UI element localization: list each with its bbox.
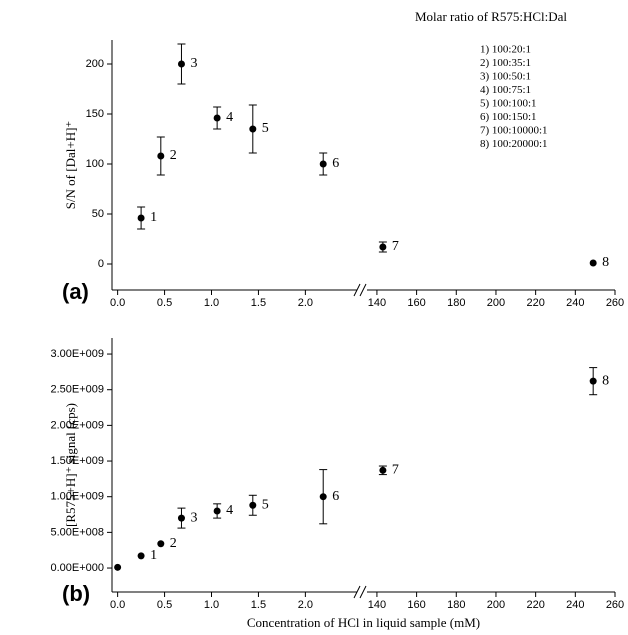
axis-break — [353, 585, 361, 599]
data-point — [213, 114, 221, 122]
x-tick-label: 180 — [447, 297, 465, 309]
x-tick-label: 0.0 — [110, 297, 125, 309]
point-label: 7 — [392, 239, 399, 254]
y-axis-label: [R575+H]⁺ signal (cps) — [63, 403, 78, 527]
axis-break — [359, 585, 367, 599]
data-point — [137, 214, 145, 222]
x-tick-label: 260 — [606, 297, 624, 309]
y-tick-label: 2.50E+009 — [50, 384, 104, 396]
x-tick-label: 200 — [487, 297, 505, 309]
x-tick-label: 160 — [407, 297, 425, 309]
legend-entry: 8) 100:20000:1 — [480, 138, 548, 150]
point-label: 7 — [392, 463, 399, 478]
x-tick-label: 240 — [566, 297, 584, 309]
x-tick-label: 0.5 — [157, 599, 172, 611]
axis-break — [353, 283, 361, 297]
y-tick-label: 0 — [98, 258, 104, 270]
x-tick-label: 1.5 — [251, 599, 266, 611]
x-tick-label: 140 — [368, 297, 386, 309]
point-label: 2 — [170, 536, 177, 551]
data-point — [114, 563, 122, 571]
data-point — [157, 540, 165, 548]
legend-entry: 6) 100:150:1 — [480, 111, 537, 123]
data-point — [589, 377, 597, 385]
data-point — [249, 125, 257, 133]
x-tick-label: 220 — [526, 599, 544, 611]
point-label: 3 — [190, 510, 197, 525]
point-label: 3 — [190, 56, 197, 71]
x-tick-label: 1.0 — [204, 599, 219, 611]
point-label: 1 — [150, 548, 157, 563]
point-label: 8 — [602, 373, 609, 388]
data-point — [379, 243, 387, 251]
x-tick-label: 140 — [368, 599, 386, 611]
x-tick-label: 1.5 — [251, 297, 266, 309]
y-tick-label: 100 — [86, 158, 104, 170]
legend-entry: 4) 100:75:1 — [480, 84, 531, 96]
y-tick-label: 200 — [86, 58, 104, 70]
data-point — [177, 514, 185, 522]
point-label: 4 — [226, 503, 233, 518]
x-tick-label: 260 — [606, 599, 624, 611]
panel-label: (b) — [62, 581, 90, 606]
y-axis-label: S/N of [Dal+H]⁺ — [63, 121, 78, 210]
panel-label: (a) — [62, 279, 89, 304]
point-label: 5 — [262, 121, 269, 136]
y-tick-label: 1.50E+009 — [50, 455, 104, 467]
legend-entry: 2) 100:35:1 — [480, 57, 531, 69]
y-tick-label: 3.00E+009 — [50, 348, 104, 360]
x-tick-label: 160 — [407, 599, 425, 611]
axis-break — [359, 283, 367, 297]
x-tick-label: 2.0 — [298, 599, 313, 611]
data-point — [249, 501, 257, 509]
x-tick-label: 200 — [487, 599, 505, 611]
y-tick-label: 150 — [86, 108, 104, 120]
data-point — [319, 493, 327, 501]
point-label: 4 — [226, 110, 233, 125]
legend-title: Molar ratio of R575:HCl:Dal — [415, 9, 567, 24]
data-point — [589, 259, 597, 267]
x-tick-label: 0.0 — [110, 599, 125, 611]
data-point — [379, 466, 387, 474]
x-axis-label: Concentration of HCl in liquid sample (m… — [247, 615, 480, 630]
data-point — [177, 60, 185, 68]
point-label: 8 — [602, 255, 609, 270]
point-label: 6 — [332, 489, 339, 504]
data-point — [137, 552, 145, 560]
x-tick-label: 0.5 — [157, 297, 172, 309]
point-label: 6 — [332, 156, 339, 171]
y-tick-label: 0.00E+000 — [50, 562, 104, 574]
legend-entry: 7) 100:10000:1 — [480, 125, 548, 137]
point-label: 5 — [262, 497, 269, 512]
point-label: 2 — [170, 148, 177, 163]
data-point — [213, 507, 221, 515]
x-tick-label: 1.0 — [204, 297, 219, 309]
legend-entry: 1) 100:20:1 — [480, 44, 531, 56]
x-tick-label: 2.0 — [298, 297, 313, 309]
y-tick-label: 1.00E+009 — [50, 491, 104, 503]
legend-entry: 3) 100:50:1 — [480, 71, 531, 83]
x-tick-label: 240 — [566, 599, 584, 611]
y-tick-label: 2.00E+009 — [50, 419, 104, 431]
y-tick-label: 5.00E+008 — [50, 526, 104, 538]
data-point — [319, 160, 327, 168]
point-label: 1 — [150, 210, 157, 225]
legend-entry: 5) 100:100:1 — [480, 98, 537, 110]
data-point — [157, 152, 165, 160]
x-tick-label: 220 — [526, 297, 544, 309]
x-tick-label: 180 — [447, 599, 465, 611]
y-tick-label: 50 — [92, 208, 104, 220]
